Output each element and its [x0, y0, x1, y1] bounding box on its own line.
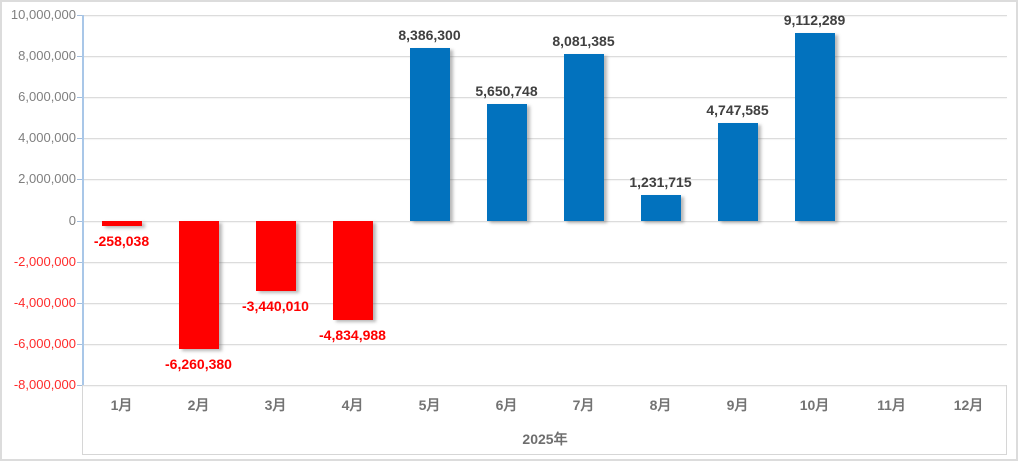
data-label-5月: 8,386,300	[398, 27, 461, 44]
bar-9月	[717, 122, 758, 221]
y-axis-tick-label: 2,000,000	[18, 171, 76, 187]
bar-6月	[486, 104, 527, 221]
y-axis-tick-label: 10,000,000	[10, 7, 76, 22]
data-label-9月: 4,747,585	[706, 101, 769, 118]
y-axis-tick-label: -6,000,000	[13, 335, 76, 351]
y-axis-tick-label: 4,000,000	[18, 130, 76, 146]
y-axis-tick-label: 0	[68, 212, 76, 228]
category-label-5月: 5月	[418, 397, 441, 413]
bar-5月	[409, 48, 450, 221]
y-axis-tick-label: 6,000,000	[18, 89, 76, 105]
category-label-7月: 7月	[572, 397, 595, 413]
bar-7月	[563, 54, 604, 221]
y-axis-tick-mark	[77, 97, 83, 99]
y-axis-tick-mark	[77, 302, 83, 304]
gridline	[83, 302, 1007, 304]
data-label-3月: -3,440,010	[242, 298, 309, 315]
category-label-1月: 1月	[110, 397, 133, 413]
gridline	[83, 343, 1007, 345]
category-label-12月: 12月	[953, 397, 984, 413]
category-label-4月: 4月	[341, 397, 364, 413]
y-axis-tick-label: -2,000,000	[13, 253, 76, 269]
axis-separator-left	[82, 385, 83, 454]
y-axis-tick-label: 8,000,000	[18, 48, 76, 64]
y-axis-line	[82, 15, 84, 385]
category-label-9月: 9月	[726, 397, 749, 413]
x-axis-title: 2025年	[522, 431, 568, 447]
y-axis-tick-label: -4,000,000	[13, 294, 76, 310]
y-axis-tick-mark	[77, 261, 83, 263]
gridline	[83, 220, 1007, 222]
category-label-8月: 8月	[649, 397, 672, 413]
gridline	[83, 261, 1007, 263]
category-label-11月: 11月	[877, 397, 906, 413]
gridline	[83, 179, 1007, 181]
data-label-8月: 1,231,715	[629, 174, 692, 191]
data-label-2月: -6,260,380	[165, 356, 232, 373]
gridline	[83, 15, 1007, 16]
data-label-10月: 9,112,289	[783, 12, 846, 29]
bar-1月	[101, 220, 142, 226]
axis-separator-right	[1006, 385, 1007, 454]
gridline	[83, 97, 1007, 99]
data-label-1月: -258,038	[93, 232, 150, 249]
bar-8月	[640, 195, 681, 221]
y-axis-tick-mark	[77, 56, 83, 58]
bar-4月	[332, 220, 373, 320]
axis-separator-bottom	[82, 454, 1007, 455]
category-label-3月: 3月	[264, 397, 287, 413]
data-label-7月: 8,081,385	[552, 33, 615, 50]
y-axis-tick-mark	[77, 179, 83, 181]
data-label-6月: 5,650,748	[475, 83, 538, 100]
y-axis-tick-mark	[77, 343, 83, 345]
bar-2月	[178, 220, 219, 350]
y-axis-tick-mark	[77, 138, 83, 140]
category-label-10月: 10月	[799, 397, 830, 413]
category-label-2月: 2月	[187, 397, 210, 413]
gridline	[83, 385, 1007, 386]
y-axis-tick-mark	[77, 15, 83, 16]
bar-10月	[794, 33, 835, 221]
y-axis-tick-label: -8,000,000	[13, 377, 76, 392]
y-axis-tick-mark	[77, 385, 83, 386]
bar-3月	[255, 220, 296, 292]
y-axis-tick-mark	[77, 220, 83, 222]
gridline	[83, 138, 1007, 140]
category-label-6月: 6月	[495, 397, 518, 413]
data-label-4月: -4,834,988	[319, 326, 386, 343]
gridline	[83, 56, 1007, 58]
